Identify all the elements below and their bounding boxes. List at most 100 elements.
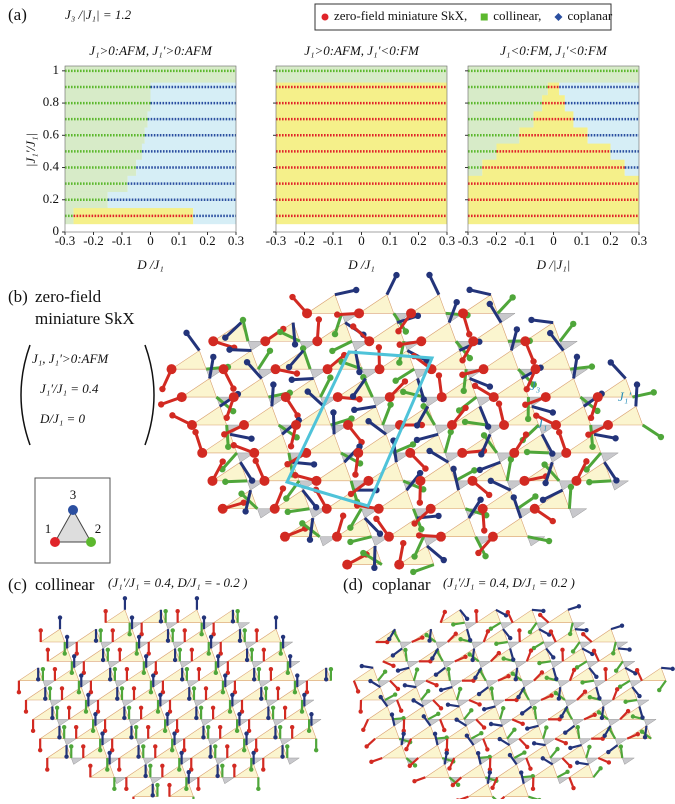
spin-head (222, 479, 228, 485)
spin-head (221, 690, 225, 694)
spin-head (482, 707, 486, 711)
spin-head (197, 667, 201, 671)
down-triangle (108, 661, 120, 667)
spin-head (364, 744, 368, 748)
spin-head (146, 725, 150, 729)
site-label: 2 (95, 521, 102, 536)
spin-ball (374, 504, 384, 514)
spin-head (415, 667, 419, 671)
x-tick-label: -0.1 (112, 233, 133, 248)
lattice (354, 604, 675, 799)
up-triangle (285, 706, 309, 719)
spin-head (606, 750, 610, 754)
down-triangle (611, 481, 628, 490)
x-tick-label: -0.1 (323, 233, 344, 248)
spin-head (242, 748, 246, 752)
spin-head (222, 334, 228, 340)
spin-head (540, 670, 544, 674)
up-triangle (468, 784, 492, 797)
x-tick-label: 0.3 (439, 233, 455, 248)
spin-head (248, 435, 254, 441)
spin-head (472, 383, 478, 389)
spin-head (477, 496, 483, 502)
down-triangle (515, 661, 527, 667)
down-triangle (129, 719, 141, 725)
spin-head (623, 700, 627, 704)
spin-head (224, 415, 230, 421)
panel-c-params: (J₁′/J₁ = 0.4, D/J₁ = - 0.2 ) (108, 575, 247, 590)
spin-ball (405, 448, 415, 458)
up-triangle (533, 764, 557, 777)
spin-head (207, 651, 211, 655)
spin-ball (531, 364, 541, 374)
spin-head (417, 470, 423, 476)
x-tick-label: -0.2 (486, 233, 507, 248)
down-triangle (594, 681, 606, 687)
spin-head (284, 461, 290, 467)
spin-ball (457, 448, 467, 458)
up-triangle (382, 745, 406, 758)
x-tick-label: -0.2 (83, 233, 104, 248)
spin-head (170, 748, 174, 752)
spin-head (135, 651, 139, 655)
spin-head (253, 458, 259, 464)
spin-head (267, 348, 273, 354)
spin-head (427, 638, 431, 642)
spin-head (547, 330, 553, 336)
spin-head (163, 609, 167, 613)
spin (570, 367, 592, 370)
spin-head (529, 648, 533, 652)
up-triangle (178, 610, 202, 623)
spin-head (103, 609, 107, 613)
spin-head (422, 714, 426, 718)
spin-ball (416, 336, 426, 346)
spin-head (292, 341, 298, 347)
spin-head (225, 444, 231, 450)
spin-head (466, 331, 472, 337)
ratio-label: J₃ /|J₁| = 1.2 (65, 7, 132, 22)
down-triangle (287, 758, 299, 764)
spin-head (67, 706, 71, 710)
spin-head (313, 504, 319, 510)
spin-head (640, 715, 644, 719)
spin-head (365, 418, 371, 424)
spin-head (293, 690, 297, 694)
panel-b-title: miniature SkX (35, 309, 135, 328)
spin-head (63, 651, 67, 655)
down-triangle (558, 681, 570, 687)
spin-head (471, 467, 477, 473)
spin-head (383, 669, 387, 673)
spin-head (187, 770, 191, 774)
up-triangle (494, 378, 529, 397)
spin-head (194, 716, 198, 720)
spin-head (294, 370, 300, 376)
spin-head (400, 540, 406, 546)
up-triangle (307, 295, 342, 314)
spin-head (57, 735, 61, 739)
spin-head (280, 754, 284, 758)
up-triangle (484, 351, 519, 370)
up-triangle (431, 490, 466, 509)
spin-head (392, 378, 398, 384)
spin-head (316, 316, 322, 322)
spin-head (430, 656, 434, 660)
down-triangle (122, 700, 134, 706)
spin-head (249, 767, 253, 771)
site (86, 537, 96, 547)
spin-head (541, 756, 545, 760)
spin-head (360, 550, 366, 556)
down-triangle (622, 758, 634, 764)
bond-label: J₁′ (618, 389, 631, 404)
spin-head (356, 689, 360, 693)
spin-head (532, 706, 536, 710)
y-tick-label: 1 (53, 62, 60, 77)
down-triangle (601, 453, 618, 462)
down-triangle (180, 661, 192, 667)
down-triangle (252, 661, 264, 667)
spin-head (41, 667, 45, 671)
spin-head (474, 609, 478, 613)
spin (335, 290, 356, 295)
spin-head (202, 615, 206, 619)
spin-head (463, 655, 467, 659)
spin-head (262, 648, 266, 652)
